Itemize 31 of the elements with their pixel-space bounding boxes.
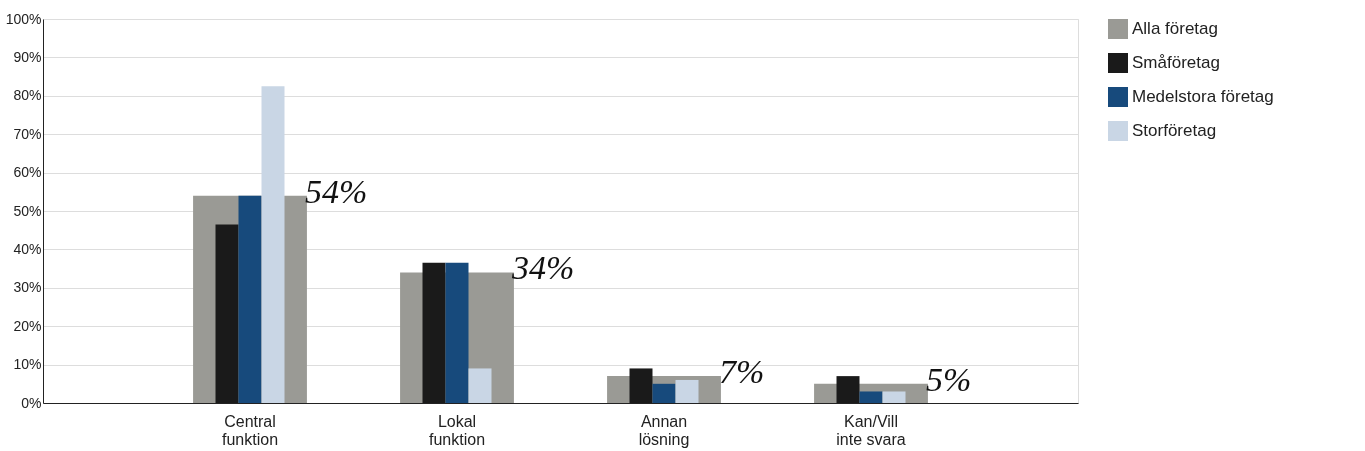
x-tick-label: Kan/Vill inte svara — [836, 412, 906, 448]
legend-label: Storföretag — [1132, 121, 1217, 140]
bar — [859, 391, 883, 403]
y-tick-label: 50% — [13, 202, 42, 219]
bar — [468, 368, 492, 403]
y-tick-label: 60% — [13, 164, 42, 181]
y-tick-label: 40% — [13, 240, 42, 257]
y-tick-label: 100% — [5, 10, 42, 27]
bar — [652, 383, 676, 403]
bar — [882, 391, 906, 403]
y-tick-label: 80% — [13, 87, 42, 104]
y-tick-label: 20% — [13, 317, 42, 334]
data-label: 34% — [511, 249, 575, 287]
y-tick-label: 30% — [13, 279, 42, 296]
bar — [261, 86, 285, 403]
data-label: 54% — [305, 172, 368, 210]
y-tick-label: 0% — [21, 394, 42, 411]
data-label: 7% — [719, 353, 765, 391]
data-label: 5% — [926, 360, 972, 398]
bar — [675, 379, 699, 403]
x-tick-label: Central funktion — [221, 412, 279, 448]
legend-label: Alla företag — [1132, 19, 1218, 38]
bar — [238, 195, 262, 403]
bar — [445, 262, 469, 403]
legend-label: Medelstora företag — [1132, 87, 1274, 106]
y-tick-label: 10% — [13, 356, 42, 373]
x-tick-label: Lokal funktion — [428, 412, 486, 448]
legend-label: Småföretag — [1132, 53, 1220, 72]
y-tick-label: 90% — [13, 48, 42, 65]
y-tick-label: 70% — [13, 125, 42, 142]
x-tick-label: Annan lösning — [638, 412, 690, 448]
